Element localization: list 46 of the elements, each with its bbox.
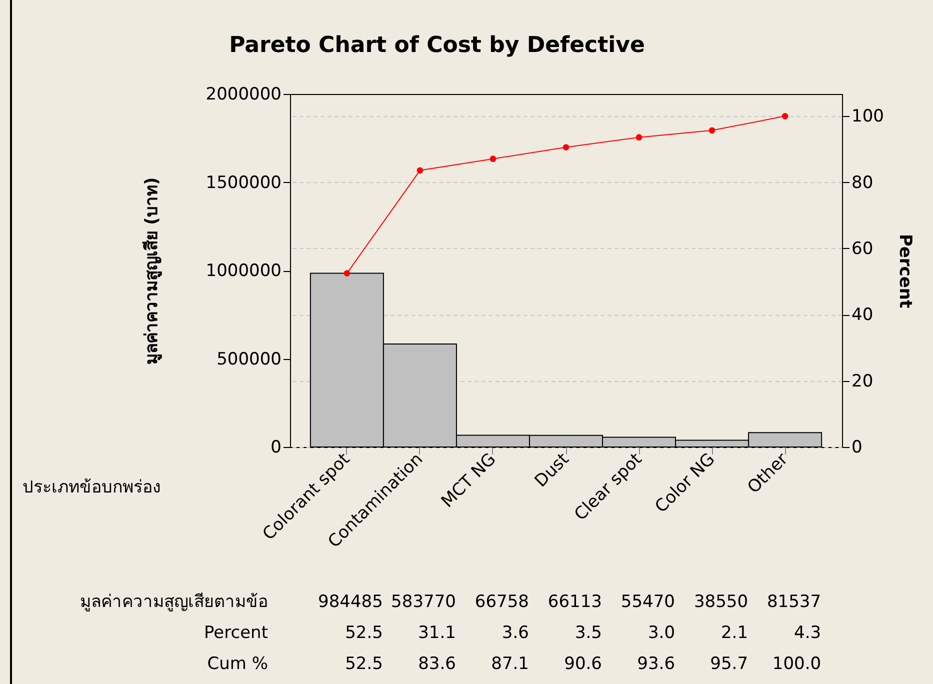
- y2-tick-label: 20: [852, 371, 874, 392]
- point: [344, 270, 350, 276]
- data-label: 55470: [620, 592, 676, 612]
- text: 2.1: [720, 623, 748, 643]
- data-label: 984485: [318, 592, 383, 612]
- data-label: 38550: [694, 592, 748, 612]
- data-label: 66758: [474, 592, 529, 612]
- y2-axis-title: Percent: [894, 234, 915, 308]
- chart-title: Pareto Chart of Cost by Defective: [229, 33, 645, 58]
- text: 3.0: [648, 623, 676, 643]
- point: [708, 127, 716, 134]
- y-tick-label: 1000000: [206, 261, 282, 281]
- text: 52.5: [345, 623, 383, 643]
- data-label: 93.6: [637, 654, 676, 674]
- x-axis-title: ประเภทข้อบกพร่อง: [22, 478, 160, 498]
- y-tick-label: 1500000: [206, 172, 282, 193]
- data-label: 87.1: [491, 654, 529, 674]
- y-tick-label: 500000: [216, 349, 282, 370]
- y2-tick-label: 0: [852, 438, 862, 458]
- data-label: 83.6: [418, 654, 456, 674]
- data-label: 66113: [548, 592, 602, 612]
- data-label: 100.0: [772, 654, 822, 674]
- data-label: 583770: [391, 592, 456, 612]
- y2-tick-label: 100: [852, 106, 884, 127]
- y2-tick-label: 40: [852, 305, 874, 326]
- point: [562, 144, 570, 150]
- point: [636, 134, 642, 140]
- point: [782, 113, 788, 120]
- text: 31.1: [418, 623, 456, 643]
- y-tick-label: 0: [270, 438, 282, 458]
- y2-tick-label: 60: [852, 239, 874, 259]
- text: 4.3: [794, 623, 822, 643]
- y-tick-label: 2000000: [206, 84, 282, 104]
- text: 3.5: [574, 623, 602, 643]
- data-label: 95.7: [710, 654, 748, 674]
- data-label: 52.5: [345, 654, 383, 674]
- data-label: 81537: [766, 592, 822, 612]
- text: Percent: [204, 623, 268, 643]
- text: มูลค่าความสูญเสียตามข้อ: [80, 592, 268, 612]
- y2-tick-label: 80: [852, 172, 874, 193]
- point: [490, 156, 496, 162]
- y-axis-title: มูลค่าความสูญเสีย (บาท): [140, 177, 163, 365]
- text: Cum %: [207, 654, 268, 674]
- point: [416, 167, 424, 174]
- data-label: 90.6: [564, 654, 602, 674]
- text: 3.6: [502, 623, 529, 643]
